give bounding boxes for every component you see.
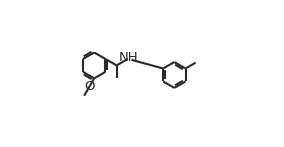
Text: NH: NH: [118, 51, 138, 64]
Text: O: O: [84, 80, 95, 93]
